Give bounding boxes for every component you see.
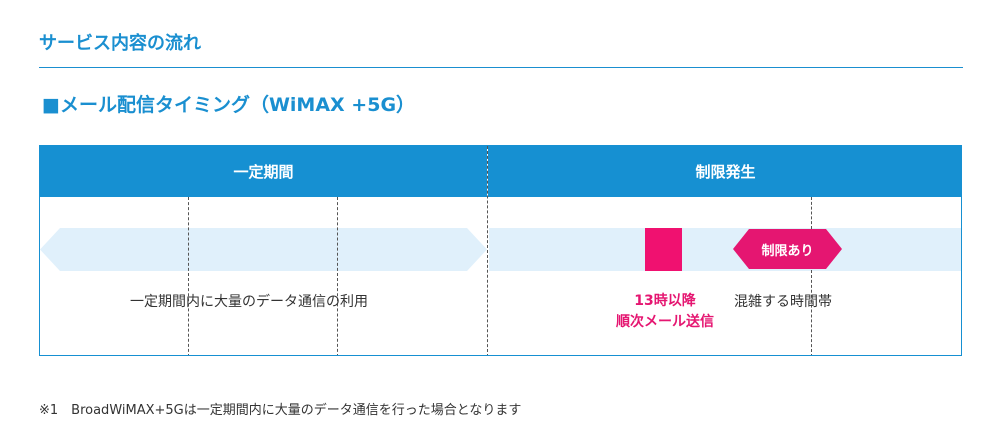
timeline-divider-center bbox=[487, 146, 488, 355]
mail-send-order: 順次メール送信 bbox=[616, 314, 714, 330]
mail-timing-heading: ■メール配信タイミング（WiMAX +5G） bbox=[42, 94, 416, 116]
restriction-header: 制限発生 bbox=[488, 146, 961, 197]
timeline-divider-4 bbox=[811, 270, 812, 355]
busy-time-caption: 混雑する時間帯 bbox=[734, 294, 832, 310]
fixed-period-arrow bbox=[40, 228, 487, 271]
mail-send-marker bbox=[645, 228, 682, 271]
timeline-divider-3 bbox=[811, 197, 812, 229]
restriction-band bbox=[489, 228, 961, 271]
title-divider bbox=[39, 67, 963, 68]
timeline-divider-2 bbox=[337, 197, 338, 355]
restriction-tag: 制限あり bbox=[733, 229, 842, 269]
mail-send-time: 13時以降 bbox=[634, 293, 696, 309]
footnote: ※1 BroadWiMAX+5Gは一定期間内に大量のデータ通信を行った場合となり… bbox=[39, 403, 522, 418]
mail-send-caption: 13時以降 順次メール送信 bbox=[590, 291, 740, 333]
timeline-divider-1 bbox=[188, 197, 189, 355]
section-title: サービス内容の流れ bbox=[39, 33, 201, 54]
fixed-period-caption: 一定期間内に大量のデータ通信の利用 bbox=[130, 294, 368, 310]
fixed-period-header: 一定期間 bbox=[40, 146, 487, 197]
mail-timing-diagram: 一定期間 制限発生 一定期間内に大量のデータ通信の利用 13時以降 順次メール送… bbox=[39, 145, 962, 356]
